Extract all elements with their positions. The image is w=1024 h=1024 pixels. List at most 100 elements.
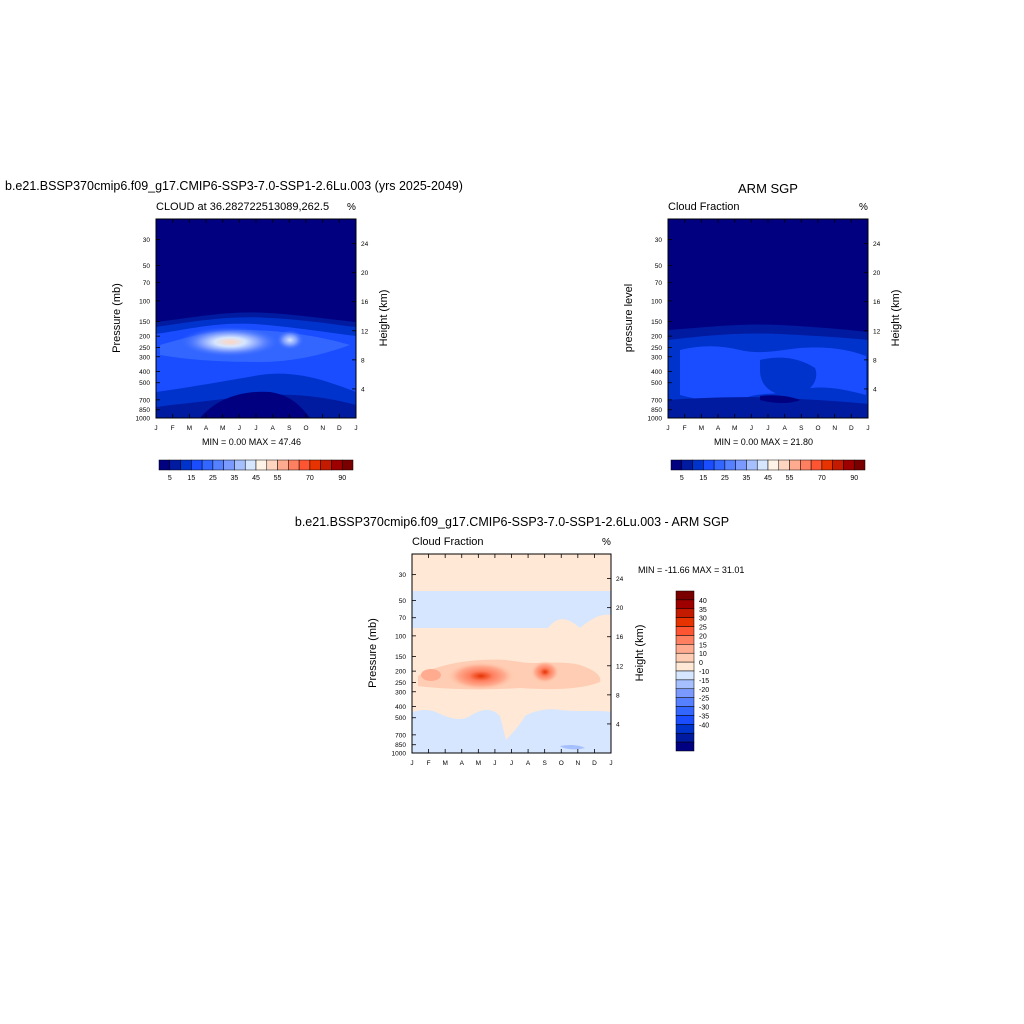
y-tick-label: 850 [651, 407, 662, 414]
panel3-main-title: b.e21.BSSP370cmip6.f09_g17.CMIP6-SSP3-7.… [294, 515, 730, 529]
x-tick-label: J [866, 425, 869, 432]
colorbar-box [298, 459, 311, 471]
y-tick-label: 700 [395, 732, 406, 739]
panel2-field [668, 219, 868, 418]
panel1-colorbar: 5 15 25 35 45 55 70 90 [158, 459, 354, 482]
colorbar-box [277, 459, 289, 471]
colorbar-box [169, 459, 181, 471]
colorbar-box [212, 459, 224, 471]
colorbar-label: 55 [274, 475, 282, 482]
colorbar-box [180, 459, 192, 471]
y-tick-label: 500 [395, 715, 406, 722]
x-tick-label: F [683, 425, 687, 432]
colorbar-box [675, 635, 695, 645]
x-tick-label: J [154, 425, 157, 432]
colorbar-label: 10 [699, 651, 707, 658]
x-tick-label: S [799, 425, 804, 432]
x-tick-label: S [542, 760, 547, 767]
panel3-axes: 30 50 70 100 150 200 250 300 400 500 700 850 1000 24 2… [392, 553, 624, 767]
colorbar-label: 45 [252, 475, 260, 482]
x-tick-label: N [832, 425, 837, 432]
panel2-right-string: % [859, 202, 868, 213]
colorbar-box [675, 706, 695, 716]
y-tick-label: 100 [139, 298, 150, 305]
x-tick-label: J [510, 760, 513, 767]
x-tick-label: M [442, 760, 447, 767]
panel2-axes: 30 50 70 100 150 200 250 300 400 500 700 850 1000 24 2… [648, 218, 881, 432]
x-tick-label: J [766, 425, 769, 432]
colorbar-label: 0 [699, 660, 703, 667]
y-tick-label: 50 [655, 263, 663, 270]
colorbar-box [201, 459, 214, 471]
x-tick-label: M [476, 760, 481, 767]
x-tick-label: D [849, 425, 854, 432]
panel3-y2label: Height (km) [634, 624, 646, 682]
panel3-minmax: MIN = -11.66 MAX = 31.01 [638, 565, 745, 575]
colorbar-label: 90 [850, 475, 858, 482]
colorbar-label: -25 [699, 696, 709, 703]
panel1-right-string: % [347, 202, 356, 213]
colorbar-box [341, 459, 354, 471]
y-tick-label: 50 [143, 263, 151, 270]
colorbar-box [320, 459, 332, 471]
panel3-left-string: Cloud Fraction [412, 536, 484, 548]
x-tick-label: D [337, 425, 342, 432]
colorbar-box [735, 459, 747, 471]
y2-tick-label: 12 [616, 663, 624, 670]
colorbar-box [675, 688, 695, 698]
y2-tick-label: 16 [361, 299, 369, 306]
colorbar-label: 70 [818, 475, 826, 482]
colorbar-label: 55 [786, 475, 794, 482]
colorbar-label: 5 [680, 475, 684, 482]
x-tick-label: N [320, 425, 325, 432]
colorbar-box [810, 459, 823, 471]
colorbar-box [675, 715, 695, 725]
x-tick-label: M [699, 425, 704, 432]
x-tick-label: A [716, 425, 721, 432]
y-tick-label: 300 [395, 689, 406, 696]
colorbar-box [675, 626, 695, 636]
panel2-ylabel: pressure level [623, 283, 635, 353]
panel3-right-string: % [602, 537, 611, 548]
x-tick-label: O [303, 425, 308, 432]
x-tick-label: A [204, 425, 209, 432]
colorbar-box [675, 741, 695, 752]
panel2-main-title: ARM SGP [738, 181, 798, 196]
y2-tick-label: 20 [873, 270, 881, 277]
x-tick-label: J [410, 760, 413, 767]
colorbar-box [331, 459, 343, 471]
colorbar-box [675, 670, 695, 681]
panel2-minmax: MIN = 0.00 MAX = 21.80 [714, 437, 814, 447]
y-tick-label: 700 [651, 397, 662, 404]
colorbar-box [244, 459, 257, 471]
colorbar-box [767, 459, 780, 471]
panel1-left-string: CLOUD at 36.282722513089,262.5 [156, 201, 330, 213]
colorbar-label: 45 [764, 475, 772, 482]
x-tick-label: A [270, 425, 275, 432]
colorbar-box [789, 459, 801, 471]
y-tick-label: 250 [395, 680, 406, 687]
panel1-ylabel: Pressure (mb) [111, 283, 123, 353]
y-tick-label: 30 [399, 572, 407, 579]
colorbar-box [675, 608, 695, 618]
x-tick-label: M [187, 425, 192, 432]
y2-tick-label: 16 [616, 634, 624, 641]
x-tick-label: A [782, 425, 787, 432]
panel1-minmax: MIN = 0.00 MAX = 47.46 [202, 437, 302, 447]
y2-tick-label: 12 [873, 328, 881, 335]
y2-tick-label: 8 [873, 357, 877, 364]
colorbar-label: 35 [699, 607, 707, 614]
y-tick-label: 150 [395, 654, 406, 661]
y2-tick-label: 4 [616, 721, 620, 728]
colorbar-label: 90 [338, 475, 346, 482]
colorbar-box [191, 459, 203, 471]
colorbar-box [746, 459, 758, 471]
colorbar-box [309, 459, 321, 471]
colorbar-box [670, 459, 683, 471]
colorbar-box [675, 679, 695, 690]
colorbar-label: 15 [187, 475, 195, 482]
x-tick-label: J [609, 760, 612, 767]
x-tick-label: A [460, 760, 465, 767]
